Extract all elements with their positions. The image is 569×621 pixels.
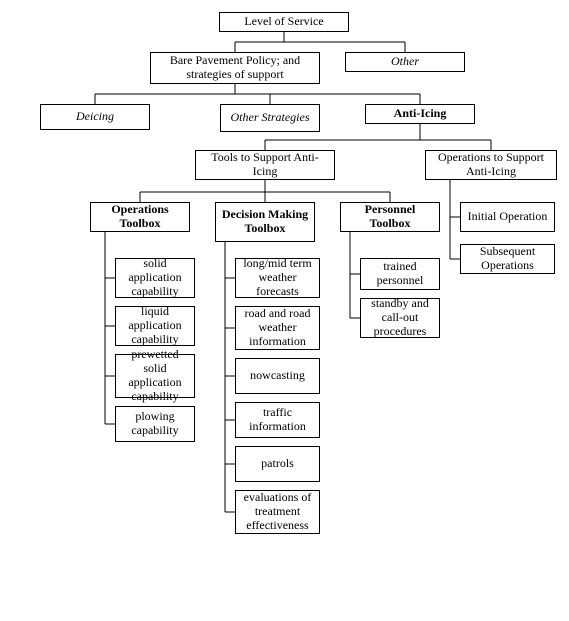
node-tools-support: Tools to Support Anti-Icing	[195, 150, 335, 180]
node-dm5: patrols	[235, 446, 320, 482]
node-dm-toolbox: Decision Making Toolbox	[215, 202, 315, 242]
node-other-top: Other	[345, 52, 465, 72]
node-initial-op: Initial Operation	[460, 202, 555, 232]
node-ops3: prewetted solid application capability	[115, 354, 195, 398]
node-dm2: road and road weather information	[235, 306, 320, 350]
node-ops1: solid application capability	[115, 258, 195, 298]
node-ops4: plowing capability	[115, 406, 195, 442]
node-dm4: traffic information	[235, 402, 320, 438]
node-other-strategies: Other Strategies	[220, 104, 320, 132]
flowchart-canvas: Level of Service Bare Pavement Policy; a…	[10, 10, 559, 611]
node-dm3: nowcasting	[235, 358, 320, 394]
node-level-of-service: Level of Service	[219, 12, 349, 32]
node-dm1: long/mid term weather forecasts	[235, 258, 320, 298]
node-subseq-op: Subsequent Operations	[460, 244, 555, 274]
node-p2: standby and call-out procedures	[360, 298, 440, 338]
node-deicing: Deicing	[40, 104, 150, 130]
node-pers-toolbox: Personnel Toolbox	[340, 202, 440, 232]
node-bare-pavement: Bare Pavement Policy; and strategies of …	[150, 52, 320, 84]
node-ops-toolbox: Operations Toolbox	[90, 202, 190, 232]
node-ops-support: Operations to Support Anti-Icing	[425, 150, 557, 180]
node-anti-icing: Anti-Icing	[365, 104, 475, 124]
node-dm6: evaluations of treatment effectiveness	[235, 490, 320, 534]
node-ops2: liquid application capability	[115, 306, 195, 346]
node-p1: trained personnel	[360, 258, 440, 290]
